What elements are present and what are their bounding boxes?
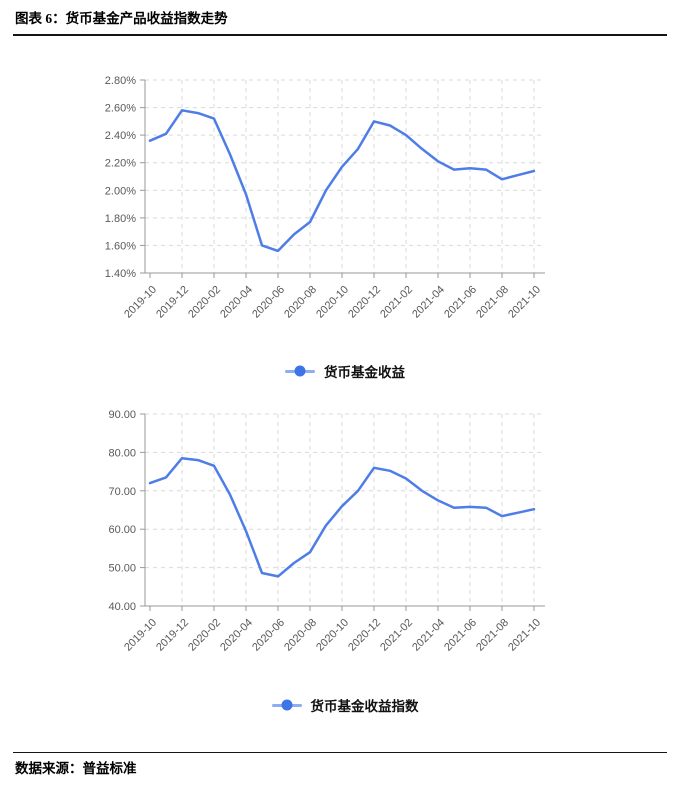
svg-text:2019-12: 2019-12 (154, 284, 191, 321)
legend-dot-icon (294, 365, 306, 377)
legend-dot-icon (281, 699, 292, 711)
svg-text:80.00: 80.00 (108, 447, 136, 459)
svg-text:60.00: 60.00 (108, 524, 136, 536)
money-fund-yield-chart: 1.40% 1.60% 1.80% 2.00% 2.20% 2.40% 2.60% 2.80%… (105, 75, 545, 321)
svg-text:2020-08: 2020-08 (282, 284, 319, 321)
svg-text:2021-04: 2021-04 (410, 284, 447, 321)
svg-text:2019-10: 2019-10 (122, 284, 159, 321)
svg-text:40.00: 40.00 (108, 601, 136, 613)
yield-index-legend-label: 货币基金收益指数 (310, 699, 419, 714)
svg-text:2020-04: 2020-04 (218, 617, 255, 654)
svg-text:1.80%: 1.80% (105, 213, 136, 225)
svg-text:2.80%: 2.80% (105, 75, 136, 87)
svg-text:2021-08: 2021-08 (474, 284, 511, 321)
data-source: 数据来源：普益标准 (0, 760, 680, 778)
svg-text:2019-12: 2019-12 (154, 617, 191, 654)
svg-text:2.20%: 2.20% (105, 158, 136, 170)
svg-text:2021-10: 2021-10 (506, 284, 543, 321)
yield-chart-section: 1.40% 1.60% 1.80% 2.00% 2.20% 2.40% 2.60% 2.80%… (0, 66, 680, 382)
footer-divider (13, 752, 667, 753)
svg-text:2020-12: 2020-12 (346, 284, 383, 321)
money-fund-yield-index-chart: 40.00 50.00 60.00 70.00 80.00 90.00 2019-10201… (108, 409, 545, 654)
title-divider (13, 34, 667, 36)
svg-text:1.60%: 1.60% (105, 240, 136, 252)
svg-text:2021-04: 2021-04 (410, 617, 447, 654)
figure-title: 图表 6：货币基金产品收益指数走势 (15, 11, 228, 26)
svg-text:90.00: 90.00 (108, 409, 136, 421)
legend-line-dot-icon (271, 699, 302, 711)
svg-text:2020-04: 2020-04 (218, 284, 255, 321)
svg-text:2021-06: 2021-06 (442, 617, 479, 654)
svg-text:2020-02: 2020-02 (186, 617, 223, 654)
svg-text:2020-02: 2020-02 (186, 284, 223, 321)
svg-text:2020-10: 2020-10 (314, 284, 351, 321)
svg-text:2021-02: 2021-02 (378, 284, 415, 321)
svg-text:2020-12: 2020-12 (346, 617, 383, 654)
data-source-value: 普益标准 (82, 761, 137, 776)
svg-text:2020-10: 2020-10 (314, 617, 351, 654)
yield-legend-label: 货币基金收益 (324, 365, 405, 380)
svg-text:2.40%: 2.40% (105, 130, 136, 142)
svg-text:2020-06: 2020-06 (250, 617, 287, 654)
legend-line-dot-icon (285, 365, 315, 377)
svg-text:2019-10: 2019-10 (122, 617, 159, 654)
svg-text:2020-06: 2020-06 (250, 284, 287, 321)
svg-text:2.60%: 2.60% (105, 103, 136, 115)
yield-index-legend-item[interactable]: 货币基金收益指数 (0, 694, 680, 716)
svg-text:2021-06: 2021-06 (442, 284, 479, 321)
svg-text:2021-08: 2021-08 (474, 617, 511, 654)
data-source-label: 数据来源： (15, 761, 83, 776)
yield-legend-item[interactable]: 货币基金收益 (0, 360, 680, 382)
svg-text:1.40%: 1.40% (105, 268, 136, 280)
yield-index-chart-section: 40.00 50.00 60.00 70.00 80.00 90.00 2019-10 201… (0, 396, 680, 716)
svg-text:70.00: 70.00 (108, 486, 136, 498)
svg-text:2.00%: 2.00% (105, 185, 136, 197)
svg-text:2020-08: 2020-08 (282, 617, 319, 654)
svg-text:2021-02: 2021-02 (378, 617, 415, 654)
svg-text:50.00: 50.00 (108, 563, 136, 575)
svg-text:2021-10: 2021-10 (506, 617, 543, 654)
